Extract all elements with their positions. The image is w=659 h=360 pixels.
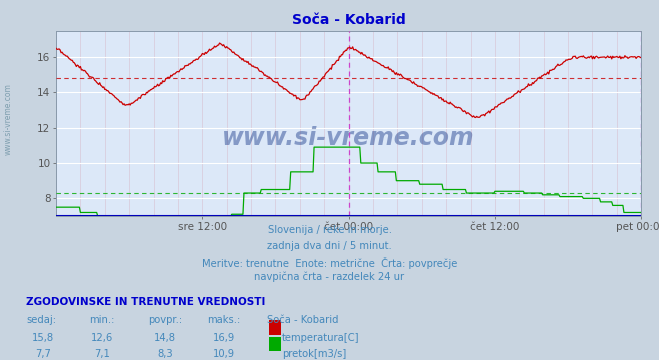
Text: ZGODOVINSKE IN TRENUTNE VREDNOSTI: ZGODOVINSKE IN TRENUTNE VREDNOSTI <box>26 297 266 307</box>
Text: navpična črta - razdelek 24 ur: navpična črta - razdelek 24 ur <box>254 272 405 282</box>
Text: sedaj:: sedaj: <box>26 315 57 325</box>
Text: Slovenija / reke in morje.: Slovenija / reke in morje. <box>268 225 391 235</box>
Text: 15,8: 15,8 <box>32 333 54 343</box>
Text: www.si-vreme.com: www.si-vreme.com <box>222 126 475 150</box>
Text: www.si-vreme.com: www.si-vreme.com <box>4 83 13 155</box>
Text: 14,8: 14,8 <box>154 333 176 343</box>
Text: Meritve: trenutne  Enote: metrične  Črta: povprečje: Meritve: trenutne Enote: metrične Črta: … <box>202 257 457 269</box>
Text: 16,9: 16,9 <box>213 333 235 343</box>
Text: Soča - Kobarid: Soča - Kobarid <box>267 315 338 325</box>
Text: min.:: min.: <box>89 315 115 325</box>
Title: Soča - Kobarid: Soča - Kobarid <box>292 13 405 27</box>
Text: zadnja dva dni / 5 minut.: zadnja dva dni / 5 minut. <box>267 241 392 251</box>
Text: povpr.:: povpr.: <box>148 315 183 325</box>
Text: 8,3: 8,3 <box>157 349 173 359</box>
Text: 7,1: 7,1 <box>94 349 110 359</box>
Text: 7,7: 7,7 <box>35 349 51 359</box>
Text: 12,6: 12,6 <box>91 333 113 343</box>
Text: 10,9: 10,9 <box>213 349 235 359</box>
Text: maks.:: maks.: <box>208 315 241 325</box>
Text: pretok[m3/s]: pretok[m3/s] <box>282 349 346 359</box>
Text: temperatura[C]: temperatura[C] <box>282 333 360 343</box>
